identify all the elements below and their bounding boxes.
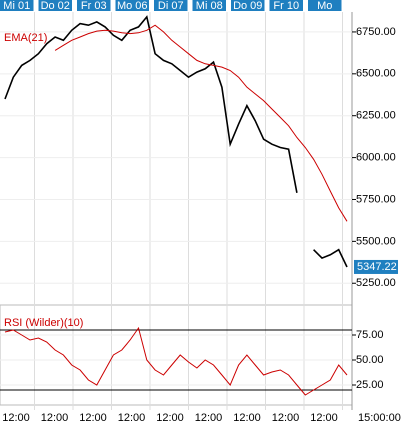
day-label-box	[38, 0, 72, 11]
x-tick-label: 12:00	[41, 412, 69, 424]
y-tick-label: 6500.00	[356, 68, 396, 80]
legend-entry: EMA(21)	[4, 32, 47, 44]
x-tick-label: 12:00	[195, 412, 223, 424]
day-label: Mi 01	[3, 0, 30, 12]
day-label-box	[154, 0, 188, 11]
y-tick-label: 5250.00	[356, 277, 396, 289]
last-value-label: 5347.22	[357, 261, 397, 273]
day-label: Do 02	[41, 0, 70, 12]
day-label: Mo 06	[117, 0, 148, 12]
x-tick-label: 12:00	[79, 412, 107, 424]
day-label: Di 07	[158, 0, 184, 12]
day-label-box	[308, 0, 342, 11]
y-tick-label: 50.00	[356, 354, 384, 366]
legend-entry: RSI (Wilder)(10)	[4, 317, 83, 329]
day-label: Fr 10	[273, 0, 299, 12]
y-tick-label: 25.00	[356, 379, 384, 391]
y-tick-label: 6250.00	[356, 110, 396, 122]
series-line	[4, 326, 348, 396]
y-tick-label: 75.00	[356, 329, 384, 341]
y-tick-label: 5750.00	[356, 193, 396, 205]
day-label: Mo	[317, 0, 332, 12]
day-label: Fr 03	[81, 0, 107, 12]
last-value-box	[354, 259, 398, 274]
x-tick-label: 12:00	[156, 412, 184, 424]
day-label: Mi 08	[196, 0, 223, 12]
y-tick-label: 6000.00	[356, 151, 396, 163]
day-label-box	[77, 0, 111, 11]
x-tick-label: 12:00	[2, 412, 30, 424]
y-tick-label: 6750.00	[356, 26, 396, 38]
day-label: Do 09	[233, 0, 262, 12]
x-tick-label: 12:00	[272, 412, 300, 424]
series-line	[4, 15, 348, 268]
x-tick-label: 12:00	[118, 412, 146, 424]
day-label-box	[0, 0, 34, 11]
x-tick-label: 12:00	[233, 412, 261, 424]
x-tick-label: 12:00	[310, 412, 338, 424]
x-axis-end-label: 15:00:00	[358, 412, 401, 424]
day-label-box	[192, 0, 226, 11]
day-label-box	[269, 0, 303, 11]
y-tick-label: 5500.00	[356, 235, 396, 247]
series-line	[54, 24, 348, 222]
day-label-box	[231, 0, 265, 11]
day-label-box	[115, 0, 149, 11]
